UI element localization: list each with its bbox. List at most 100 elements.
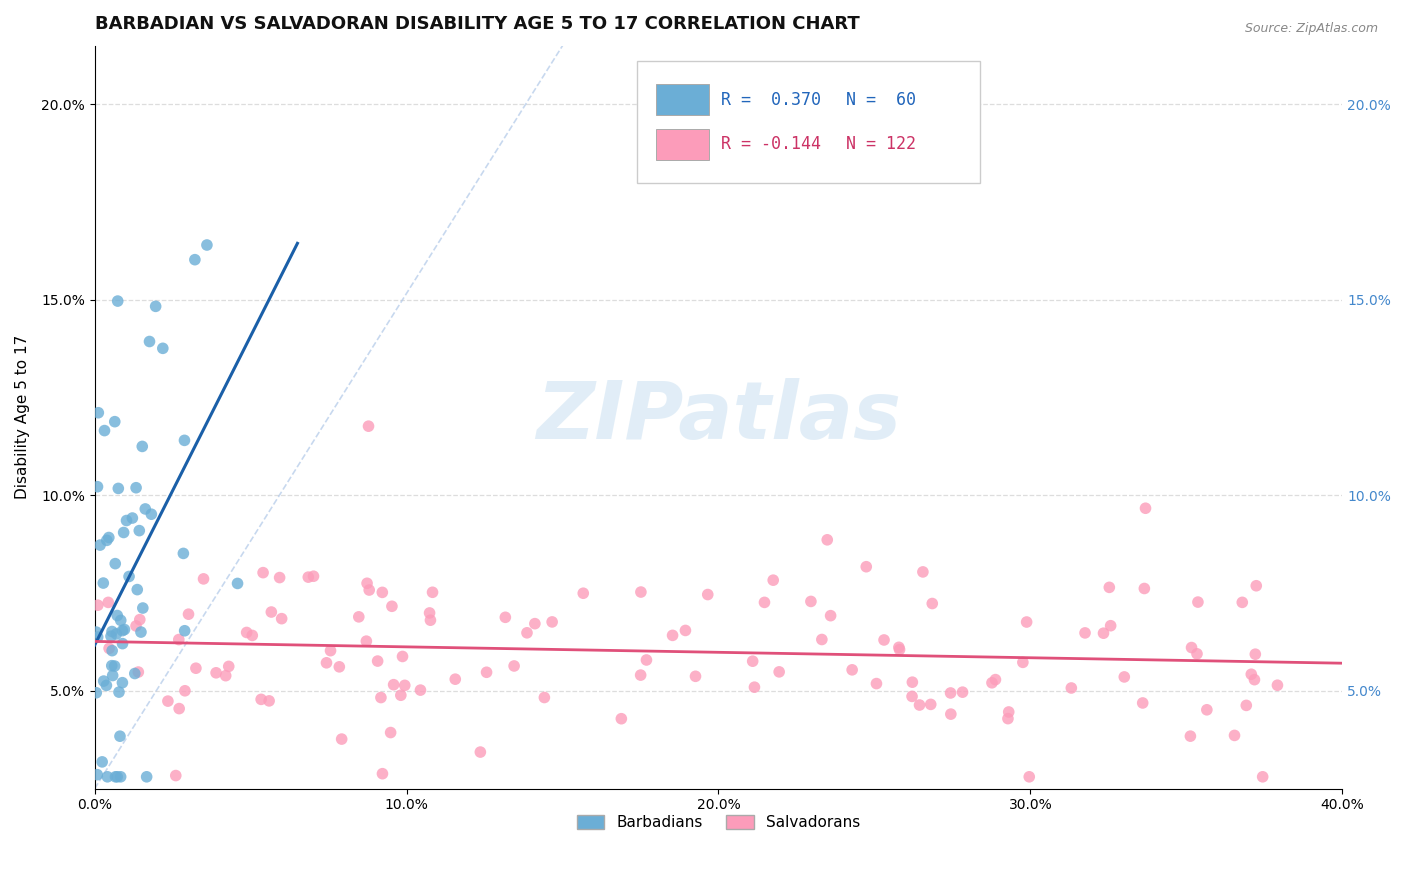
Point (127, 582, 149, 597)
Point (419, 606, 441, 620)
Point (1098, 580, 1121, 594)
Point (359, 582, 381, 597)
Point (86, 630, 108, 644)
Point (218, 659, 240, 673)
Point (101, 668, 124, 682)
Point (696, 588, 718, 602)
Point (87, 598, 110, 612)
Point (167, 701, 190, 715)
Point (744, 680, 766, 694)
Point (195, 238, 218, 252)
Point (173, 624, 195, 638)
Point (541, 615, 564, 629)
Point (319, 643, 342, 657)
Point (889, 642, 911, 657)
Point (389, 688, 412, 702)
Point (939, 686, 962, 700)
Point (156, 694, 179, 708)
Point (132, 601, 155, 615)
Point (173, 434, 195, 448)
Point (503, 659, 526, 673)
Point (356, 576, 378, 591)
Point (302, 569, 325, 583)
Text: BARBADIAN VS SALVADORAN DISABILITY AGE 5 TO 17 CORRELATION CHART: BARBADIAN VS SALVADORAN DISABILITY AGE 5… (94, 15, 859, 33)
Point (111, 637, 134, 651)
Point (98, 641, 121, 656)
Point (112, 525, 135, 540)
Text: ZIPatlas: ZIPatlas (536, 378, 901, 456)
Point (108, 685, 131, 699)
Point (96, 678, 118, 692)
Point (128, 524, 150, 538)
Point (330, 732, 353, 747)
Point (269, 571, 291, 585)
Point (1223, 728, 1246, 742)
Text: R =  0.370: R = 0.370 (721, 91, 821, 109)
Point (145, 299, 167, 313)
Point (125, 619, 148, 633)
Point (104, 557, 127, 571)
Point (257, 694, 280, 708)
Point (952, 685, 974, 699)
Point (129, 625, 152, 640)
Point (172, 546, 194, 560)
Y-axis label: Disability Age 5 to 17: Disability Age 5 to 17 (15, 335, 30, 500)
Point (118, 569, 141, 583)
Point (610, 712, 633, 726)
Point (1240, 667, 1263, 681)
Point (675, 624, 697, 638)
Point (1133, 582, 1156, 596)
Point (184, 661, 207, 675)
Point (630, 585, 652, 599)
Point (135, 770, 157, 784)
Point (533, 690, 555, 705)
Point (371, 766, 394, 780)
Point (873, 632, 896, 647)
Point (981, 675, 1004, 690)
Point (516, 625, 538, 640)
Point (165, 768, 187, 782)
Point (1180, 640, 1202, 655)
Point (921, 597, 943, 611)
Point (1246, 579, 1268, 593)
Point (297, 570, 319, 584)
Point (101, 643, 124, 657)
Point (1251, 770, 1274, 784)
Point (167, 632, 190, 647)
Point (91, 576, 114, 591)
Point (107, 294, 129, 309)
Point (887, 640, 910, 655)
Point (741, 654, 763, 668)
Point (111, 624, 134, 638)
Point (523, 616, 546, 631)
Point (394, 678, 416, 692)
Point (240, 628, 263, 642)
Point (422, 585, 444, 599)
Point (1185, 647, 1208, 661)
Point (105, 627, 128, 641)
Point (84, 625, 107, 640)
Point (1012, 656, 1035, 670)
Point (347, 610, 370, 624)
Point (93, 424, 115, 438)
Text: R = -0.144: R = -0.144 (721, 136, 821, 153)
Point (260, 605, 283, 619)
Point (84, 686, 107, 700)
Point (1114, 670, 1136, 684)
Point (391, 649, 413, 664)
Point (108, 729, 131, 743)
Point (115, 514, 138, 528)
Point (920, 698, 942, 712)
Point (381, 599, 404, 614)
Point (371, 585, 394, 599)
Point (125, 481, 148, 495)
Point (1195, 703, 1218, 717)
Point (1018, 770, 1040, 784)
Point (762, 573, 785, 587)
Point (86, 767, 108, 781)
Point (572, 586, 595, 600)
Point (997, 712, 1019, 726)
Point (89, 538, 111, 552)
Point (111, 675, 134, 690)
Point (865, 676, 887, 690)
